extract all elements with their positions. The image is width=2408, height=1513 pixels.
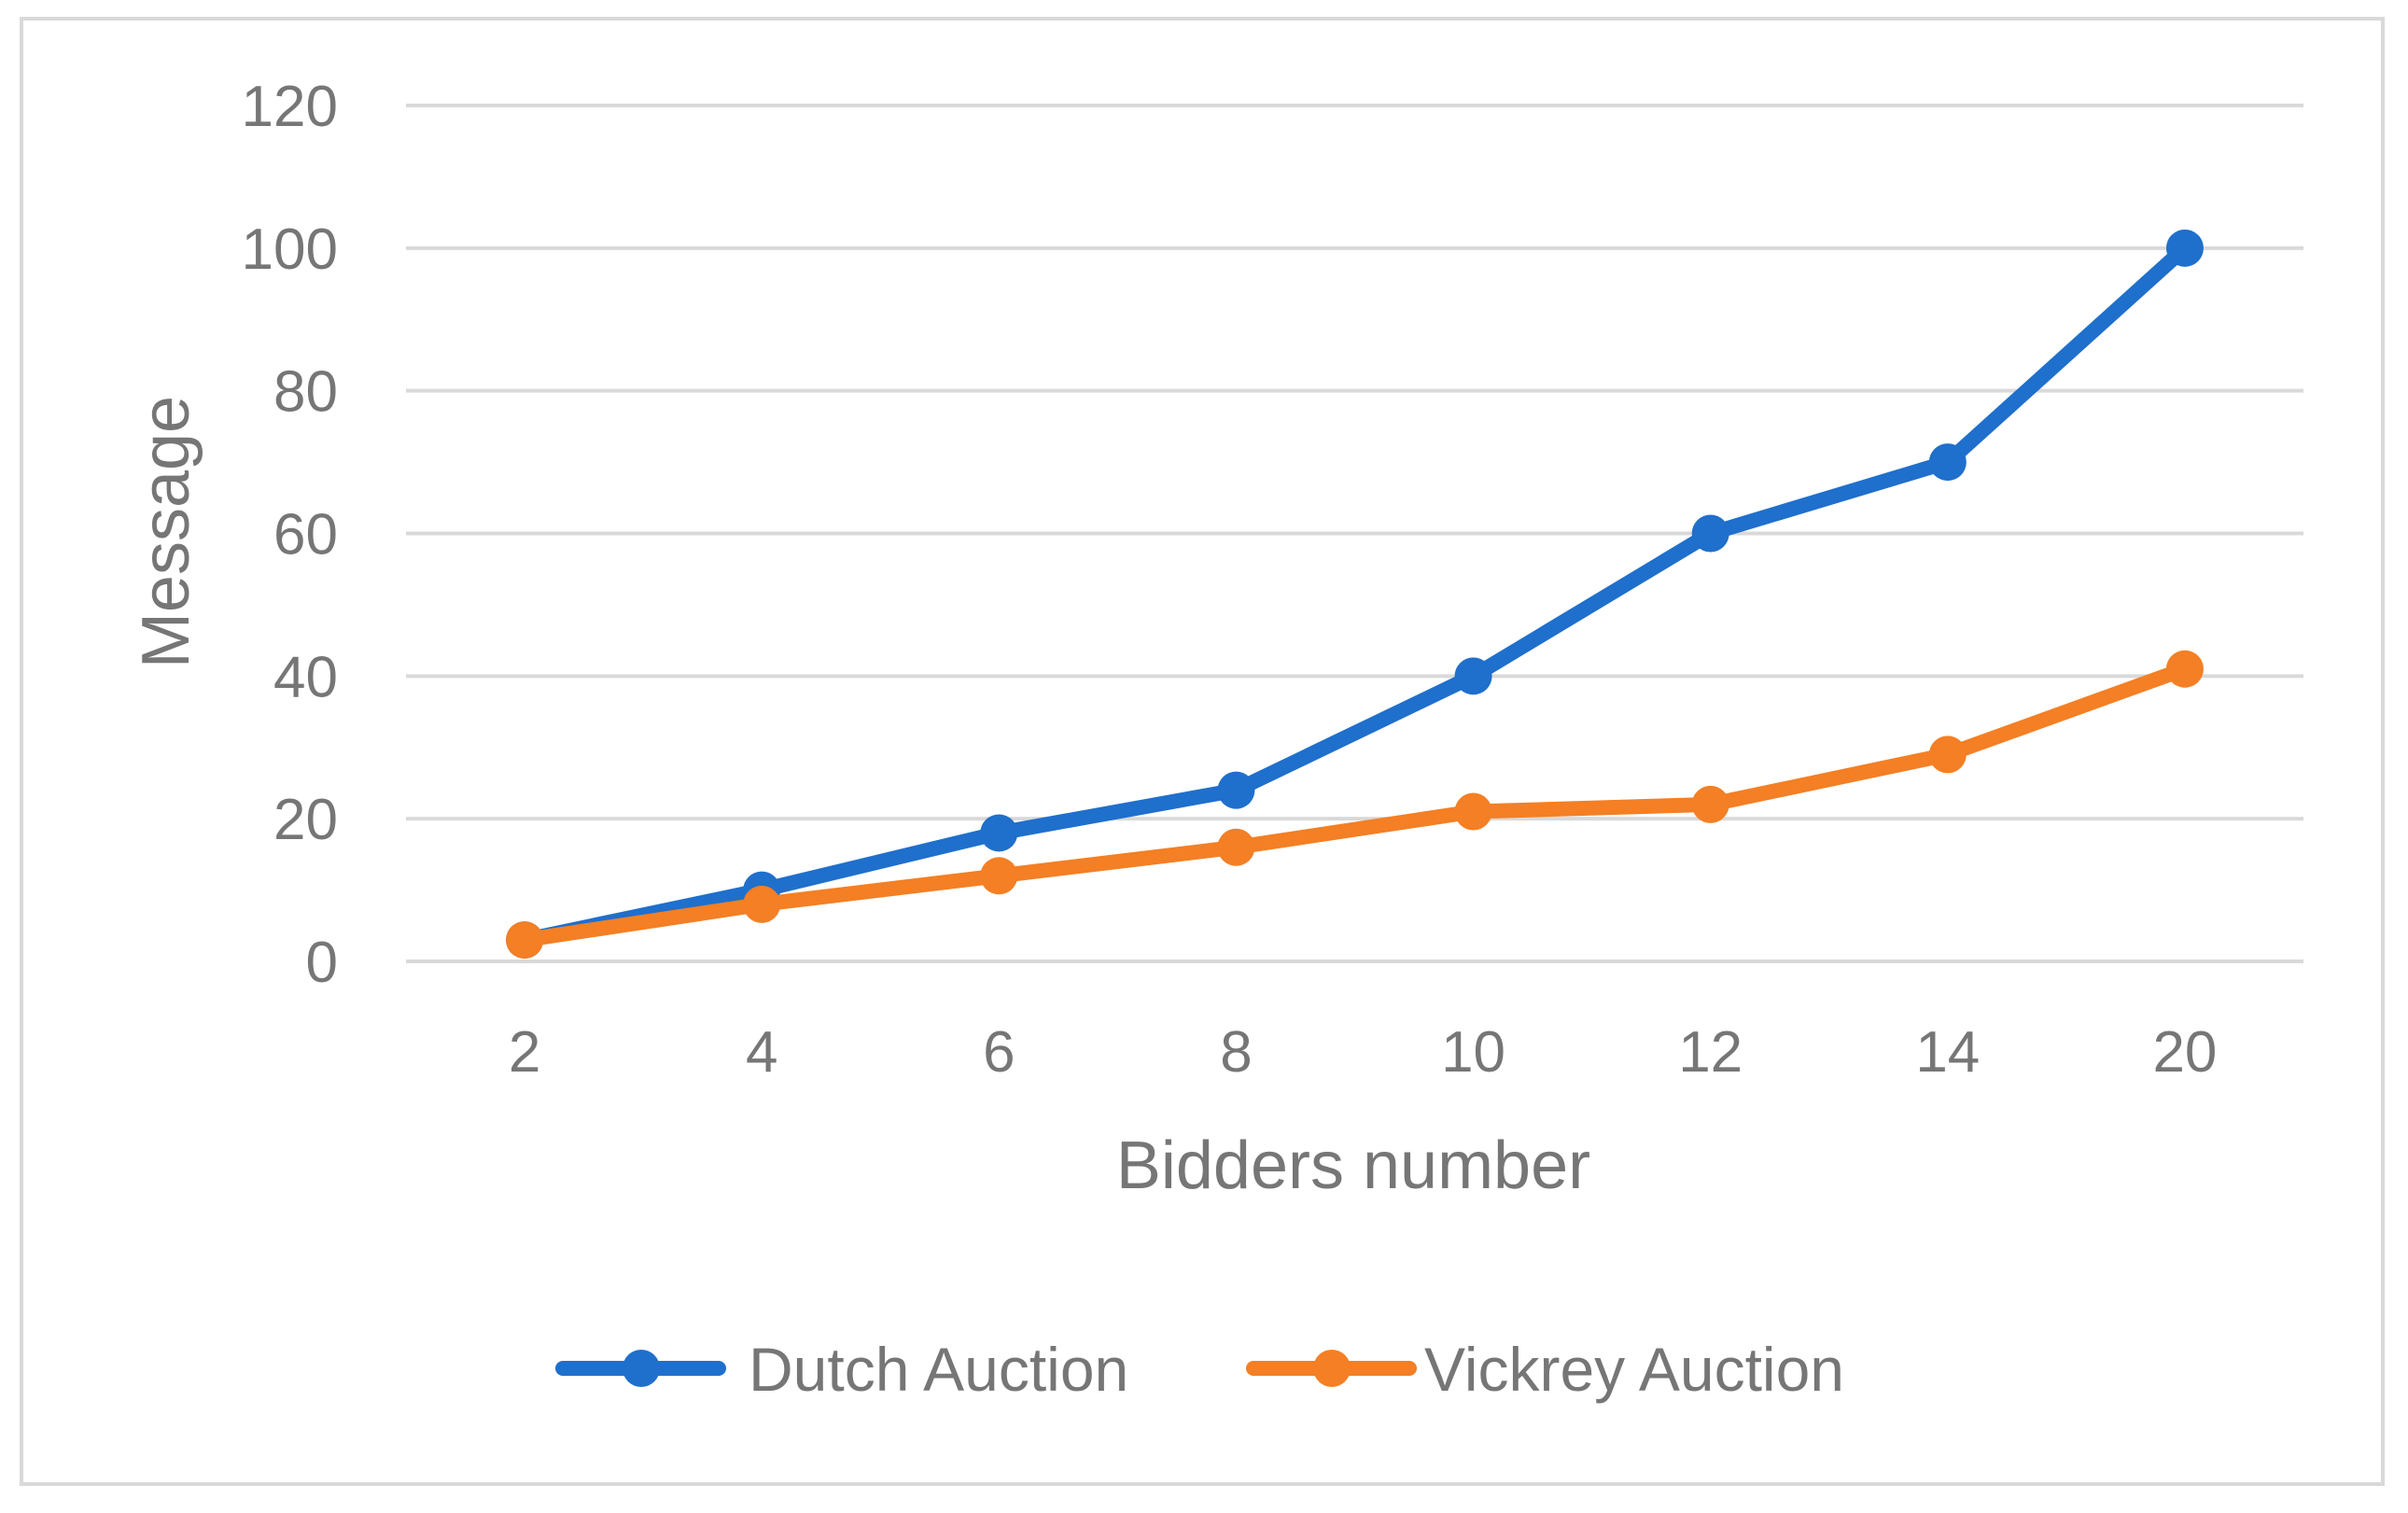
data-point [980,857,1018,895]
y-tick-label: 20 [273,788,338,852]
series-layer [506,229,2204,960]
data-point [980,814,1018,852]
data-point [506,921,544,960]
x-axis-title: Bidders number [1116,1128,1590,1203]
y-tick-label: 80 [273,360,338,425]
y-tick-label: 40 [273,645,338,709]
x-tick-label: 20 [2152,1020,2217,1085]
chart-frame [20,17,2385,1486]
legend-swatch-marker [623,1350,660,1387]
x-tick-label: 2 [509,1020,540,1085]
data-point [743,885,781,923]
legend-item-dutch: Dutch Auction [555,1335,1128,1404]
x-tick-label: 4 [746,1020,777,1085]
legend-label: Vickrey Auction [1424,1335,1844,1404]
x-tick-label: 6 [983,1020,1015,1085]
data-point [1691,785,1729,823]
y-tick-label: 60 [273,503,338,567]
x-tick-label: 8 [1220,1020,1252,1085]
data-point [1691,514,1729,553]
data-point [1928,443,1967,482]
series-dutch-auction [506,229,2204,960]
data-point [1217,771,1255,809]
legend-item-vickrey: Vickrey Auction [1246,1335,1844,1404]
y-axis-ticks: 0 20 40 60 80 100 120 [242,75,338,995]
x-tick-label: 10 [1441,1020,1505,1085]
legend-label: Dutch Auction [749,1335,1128,1404]
data-point [1454,657,1492,695]
x-axis-ticks: 2 4 6 8 10 12 14 20 [509,1020,2218,1085]
series-vickrey-auction [506,650,2204,960]
x-tick-label: 12 [1678,1020,1743,1085]
y-axis-title: Message [129,396,203,668]
data-point [1454,792,1492,831]
series-line [517,240,2192,948]
y-tick-label: 120 [242,75,338,139]
data-point [1928,735,1967,774]
y-tick-label: 0 [306,931,338,995]
data-point [2165,229,2204,267]
data-point [1217,828,1255,866]
series-line [517,661,2192,948]
legend: Dutch Auction Vickrey Auction [555,1335,1844,1404]
legend-swatch-marker [1313,1350,1351,1387]
x-tick-label: 14 [1915,1020,1980,1085]
data-point [2165,650,2204,688]
y-tick-label: 100 [242,217,338,282]
gridlines [406,104,2303,963]
